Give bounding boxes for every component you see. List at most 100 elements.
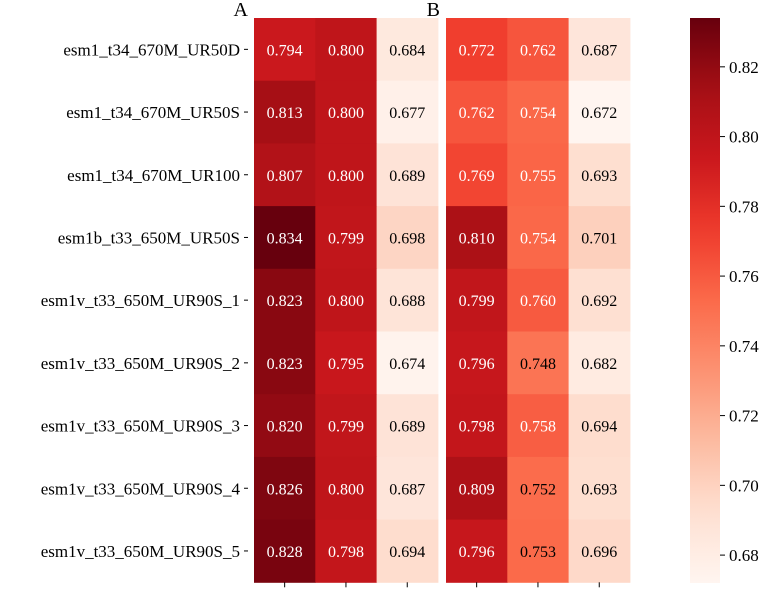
row-label: esm1_t34_670M_UR50S (66, 103, 240, 122)
cell-value-label: 0.807 (267, 168, 303, 185)
cell-value-label: 0.798 (459, 419, 495, 436)
heatmap-cell (507, 143, 570, 207)
heatmap-cell (254, 268, 316, 332)
cell-value-label: 0.694 (389, 544, 425, 561)
heatmap-cell (507, 456, 570, 521)
heatmap-cell (507, 206, 570, 270)
heatmap-cell (376, 206, 439, 270)
cell-value-label: 0.813 (267, 105, 303, 122)
cell-value-label: 0.688 (389, 293, 425, 310)
heatmap-cell (507, 331, 570, 395)
heatmap-cell (446, 206, 508, 270)
heatmap-cell (315, 268, 378, 332)
cell-value-label: 0.692 (581, 293, 617, 310)
cell-value-label: 0.800 (328, 42, 364, 59)
heatmap-cell (446, 80, 508, 144)
heatmap-cell (446, 143, 508, 207)
heatmap-cell (568, 268, 631, 332)
row-label: esm1_t34_670M_UR100 (67, 166, 240, 185)
heatmap-cell (376, 18, 439, 82)
cell-value-label: 0.753 (520, 544, 556, 561)
heatmap-cell (568, 18, 631, 82)
heatmap-cell (254, 456, 316, 521)
cell-value-label: 0.799 (328, 230, 364, 247)
row-labels: esm1_t34_670M_UR50D esm1_t34_670M_UR50Ses… (41, 40, 248, 561)
colorbar-tick-label: 0.68 (729, 546, 759, 565)
heatmap-cell (376, 456, 439, 521)
heatmap-cell (446, 394, 508, 458)
cell-value-label: 0.672 (581, 105, 617, 122)
cell-value-label: 0.794 (267, 42, 303, 59)
heatmap-cell (376, 519, 439, 583)
cell-value-label: 0.800 (328, 105, 364, 122)
colorbar-tick-label: 0.80 (729, 128, 759, 147)
cell-value-label: 0.796 (459, 544, 495, 561)
heatmap-cell (376, 80, 439, 144)
row-label: esm1v_t33_650M_UR90S_2 (41, 354, 240, 373)
heatmap-cell (315, 143, 378, 207)
heatmap-cell (568, 331, 631, 395)
cell-value-label: 0.755 (520, 168, 556, 185)
colorbar-tick-label: 0.70 (729, 476, 759, 495)
cell-value-label: 0.800 (328, 481, 364, 498)
heatmap-cell (254, 331, 316, 395)
colorbar-tick-label: 0.82 (729, 58, 759, 77)
cell-value-label: 0.693 (581, 168, 617, 185)
colorbar-tick-label: 0.74 (729, 337, 759, 356)
colorbar: 0.68 0.70 0.72 0.74 0.76 0.78 0.80 0.82 (690, 18, 759, 583)
heatmap-cell (568, 519, 631, 583)
heatmap-cell (568, 143, 631, 207)
cell-value-label: 0.677 (389, 105, 425, 122)
panel-label: A (234, 0, 249, 21)
panel-label: B (427, 0, 440, 21)
heatmap-cell (315, 456, 378, 521)
heatmap-cell (254, 206, 316, 270)
heatmap-cell (315, 519, 378, 583)
cell-value-label: 0.701 (581, 230, 617, 247)
heatmap-cell (254, 519, 316, 583)
heatmap-cell (568, 80, 631, 144)
cell-value-label: 0.748 (520, 356, 556, 373)
colorbar-gradient (690, 18, 720, 583)
cell-value-label: 0.754 (520, 230, 556, 247)
heatmap-cell (254, 143, 316, 207)
row-label: esm1v_t33_650M_UR90S_4 (41, 479, 241, 498)
row-label: esm1v_t33_650M_UR90S_1 (41, 291, 240, 310)
heatmap-cell (446, 18, 508, 82)
cell-value-label: 0.772 (459, 42, 495, 59)
cell-value-label: 0.769 (459, 168, 495, 185)
cell-value-label: 0.799 (459, 293, 495, 310)
heatmap-cell (446, 519, 508, 583)
cell-value-label: 0.834 (267, 230, 303, 247)
heatmap-panel: B 0.772 0.762 0.687 0.762 0.754 0.672 0.769 0.75… (427, 0, 631, 594)
cell-value-label: 0.689 (389, 168, 425, 185)
heatmap-cell (254, 394, 316, 458)
cell-value-label: 0.800 (328, 168, 364, 185)
heatmap-cell (568, 206, 631, 270)
colorbar-tick-label: 0.78 (729, 197, 759, 216)
heatmap-cell (315, 394, 378, 458)
colorbar-tick-label: 0.72 (729, 407, 759, 426)
cell-value-label: 0.698 (389, 230, 425, 247)
heatmap-cell (507, 268, 570, 332)
heatmap-cell (254, 80, 316, 144)
heatmap-cell (507, 519, 570, 583)
cell-value-label: 0.810 (459, 230, 495, 247)
cell-value-label: 0.682 (581, 356, 617, 373)
heatmap-panels: A 0.794 0.800 0.684 0.813 0.800 0.677 0.807 0.80… (234, 0, 631, 594)
cell-value-label: 0.684 (389, 42, 425, 59)
cell-value-label: 0.799 (328, 419, 364, 436)
cell-value-label: 0.795 (328, 356, 364, 373)
heatmap-cell (376, 331, 439, 395)
heatmap-cell (446, 331, 508, 395)
cell-value-label: 0.689 (389, 419, 425, 436)
heatmap-cell (315, 80, 378, 144)
row-label: esm1_t34_670M_UR50D (63, 40, 240, 59)
heatmap-cell (507, 394, 570, 458)
cell-value-label: 0.809 (459, 481, 495, 498)
heatmap-cell (315, 331, 378, 395)
row-label: esm1b_t33_650M_UR50S (58, 228, 240, 247)
heatmap-cell (568, 394, 631, 458)
heatmap-cell (507, 18, 570, 82)
